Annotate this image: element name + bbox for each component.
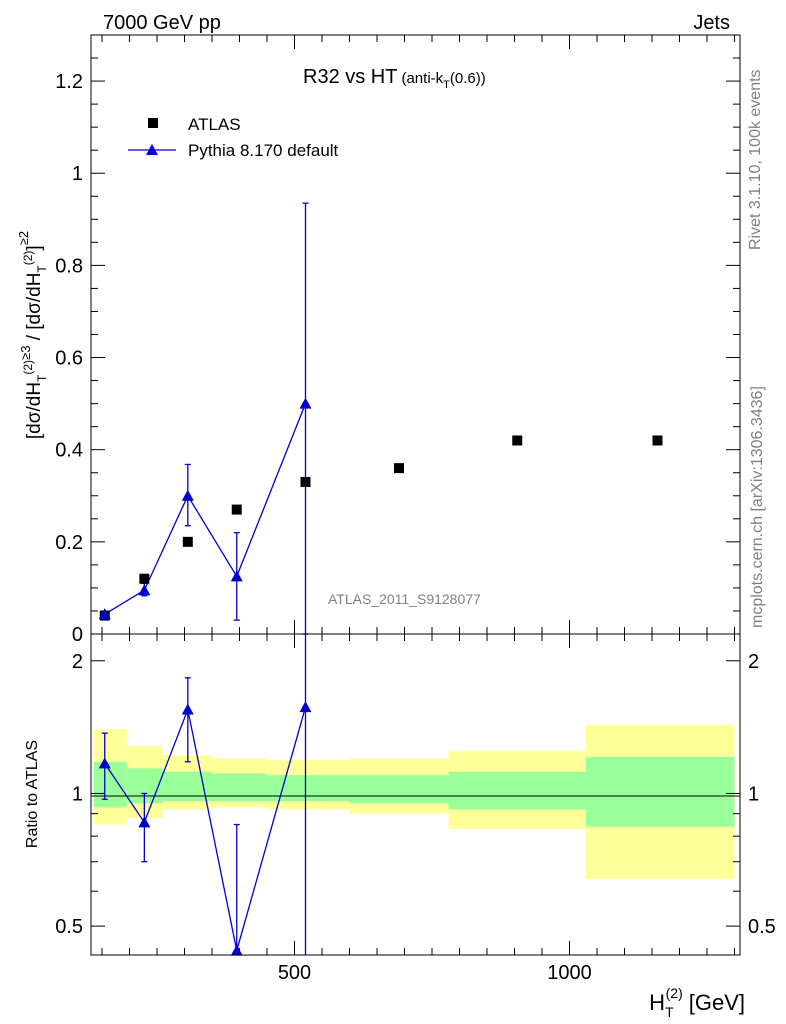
x-axis-label: HT (2) [GeV] (649, 985, 745, 1020)
x-axis-label-unit: [GeV] (689, 990, 745, 1015)
x-axis-label-sub: T (665, 1004, 674, 1020)
ratio-pythia-point (299, 701, 312, 713)
ratio-band-inner (586, 756, 735, 827)
x-tick-label: 500 (278, 962, 311, 984)
legend: ATLAS Pythia 8.170 default (128, 115, 339, 160)
ratio-pythia-point (181, 703, 194, 715)
atlas-point (182, 536, 193, 547)
ratio-y-tick-label: 2 (72, 651, 83, 673)
atlas-point (139, 573, 150, 584)
chart-title-suffix: (anti-k (401, 70, 443, 87)
main-y-tick-label: 1.2 (55, 71, 83, 93)
ratio-band-inner (212, 773, 267, 802)
ratio-panel: 0.5 0.5 1 1 2 2 500 1000 Ratio to ATLAS HT (2) [G… (24, 633, 776, 1020)
pythia-point (230, 570, 243, 582)
ratio-pythia-point (138, 816, 151, 828)
ratio-y-tick-label-right: 1 (748, 783, 759, 805)
pythia-point (299, 397, 312, 409)
ratio-y-tick-label-right: 0.5 (748, 916, 776, 938)
ratio-pythia-point (98, 757, 111, 769)
pythia-point (138, 584, 151, 596)
ratio-y-axis-label: Ratio to ATLAS (24, 740, 41, 848)
ratio-y-tick-label: 0.5 (55, 916, 83, 938)
header-right: Jets (693, 12, 730, 34)
legend-atlas-label: ATLAS (188, 115, 241, 134)
legend-pythia-label: Pythia 8.170 default (188, 141, 339, 160)
x-axis-label-sup: (2) (666, 985, 683, 1001)
analysis-annotation: ATLAS_2011_S9128077 (328, 591, 481, 607)
chart-title-suffix-end: (0.6)) (450, 70, 486, 87)
x-tick-label: 1000 (547, 962, 592, 984)
atlas-point (231, 504, 242, 515)
main-y-axis-label: [dσ/dHT(2)≥3 / [dσ/dHT(2)]≥2 (16, 231, 49, 439)
atlas-point (394, 463, 404, 474)
main-panel: 0 0.2 0.4 0.6 0.8 1 1.2 R32 vs HT (anti-kT(0.6)… (16, 34, 741, 646)
ratio-panel-frame (90, 633, 741, 956)
main-y-tick-label: 0.2 (55, 532, 83, 554)
side-label-upper: Rivet 3.1.10, 100k events (747, 69, 764, 250)
ratio-pythia-line (104, 706, 307, 951)
chart-title: R32 vs HT (anti-kT(0.6)) (303, 66, 486, 91)
atlas-point (512, 435, 523, 446)
legend-pythia-marker (146, 144, 158, 155)
main-y-tick-label: 1 (72, 163, 83, 185)
ratio-y-tick-label: 1 (72, 783, 83, 805)
chart-title-suffix-sub: T (443, 79, 450, 91)
x-axis-label-main: H (649, 990, 665, 1015)
ratio-band-inner (448, 771, 586, 810)
legend-atlas-marker (148, 118, 158, 128)
atlas-point (300, 476, 311, 487)
ratio-band-inner (349, 775, 449, 804)
ratio-band-inner (93, 761, 127, 808)
main-y-tick-label: 0.4 (55, 440, 83, 462)
chart-title-main: R32 vs HT (303, 66, 397, 88)
main-y-tick-label: 0.8 (55, 255, 83, 277)
ratio-y-tick-label-right: 2 (748, 651, 759, 673)
main-y-tick-label: 0.6 (55, 348, 83, 370)
atlas-point (652, 435, 663, 446)
side-label-lower: mcplots.cern.ch [arXiv:1306.3436] (749, 386, 766, 628)
pythia-line (104, 403, 307, 615)
header-left: 7000 GeV pp (103, 12, 221, 34)
main-y-tick-label: 0 (72, 624, 83, 646)
ratio-pythia-point (230, 944, 243, 956)
pythia-point (181, 489, 194, 501)
pythia-point (98, 608, 111, 620)
ratio-band-inner (162, 771, 212, 802)
